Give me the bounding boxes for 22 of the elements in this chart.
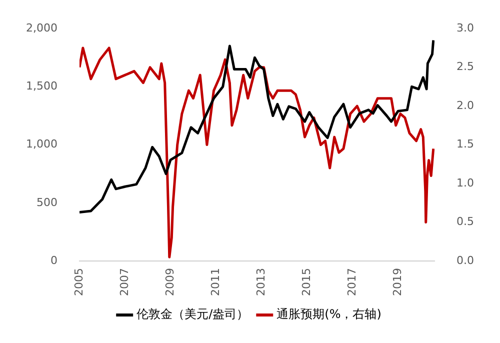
x-tick-label: 2011 — [208, 268, 222, 296]
x-tick-label: 2015 — [300, 268, 313, 296]
y-tick-label: 2,000 — [26, 21, 58, 34]
y-tick-label: 1,500 — [26, 80, 58, 93]
x-tick-label: 2007 — [118, 268, 131, 296]
y2-tick-label: 1.0 — [456, 176, 474, 190]
y-tick-label: 1,000 — [26, 138, 58, 151]
y2-tick-label: 0.0 — [456, 254, 474, 267]
x-tick-label: 2009 — [163, 268, 176, 296]
legend-label: 通胀预期(%，右轴) — [276, 307, 382, 322]
legend-label: 伦敦金（美元/盎司） — [136, 307, 249, 322]
y2-tick-label: 2.0 — [456, 98, 474, 112]
y-tick-label: 500 — [36, 196, 58, 209]
y2-tick-label: 3.0 — [456, 21, 474, 34]
y-tick-label: 0 — [50, 254, 58, 267]
x-tick-label: 2005 — [72, 268, 86, 296]
y2-tick-label: 2.5 — [456, 60, 474, 74]
y2-tick-label: 1.5 — [456, 138, 474, 151]
x-tick-label: 2013 — [254, 268, 268, 296]
y2-tick-label: 0.5 — [456, 215, 474, 228]
x-tick-label: 2017 — [345, 268, 358, 296]
x-tick-label: 2019 — [390, 268, 404, 296]
